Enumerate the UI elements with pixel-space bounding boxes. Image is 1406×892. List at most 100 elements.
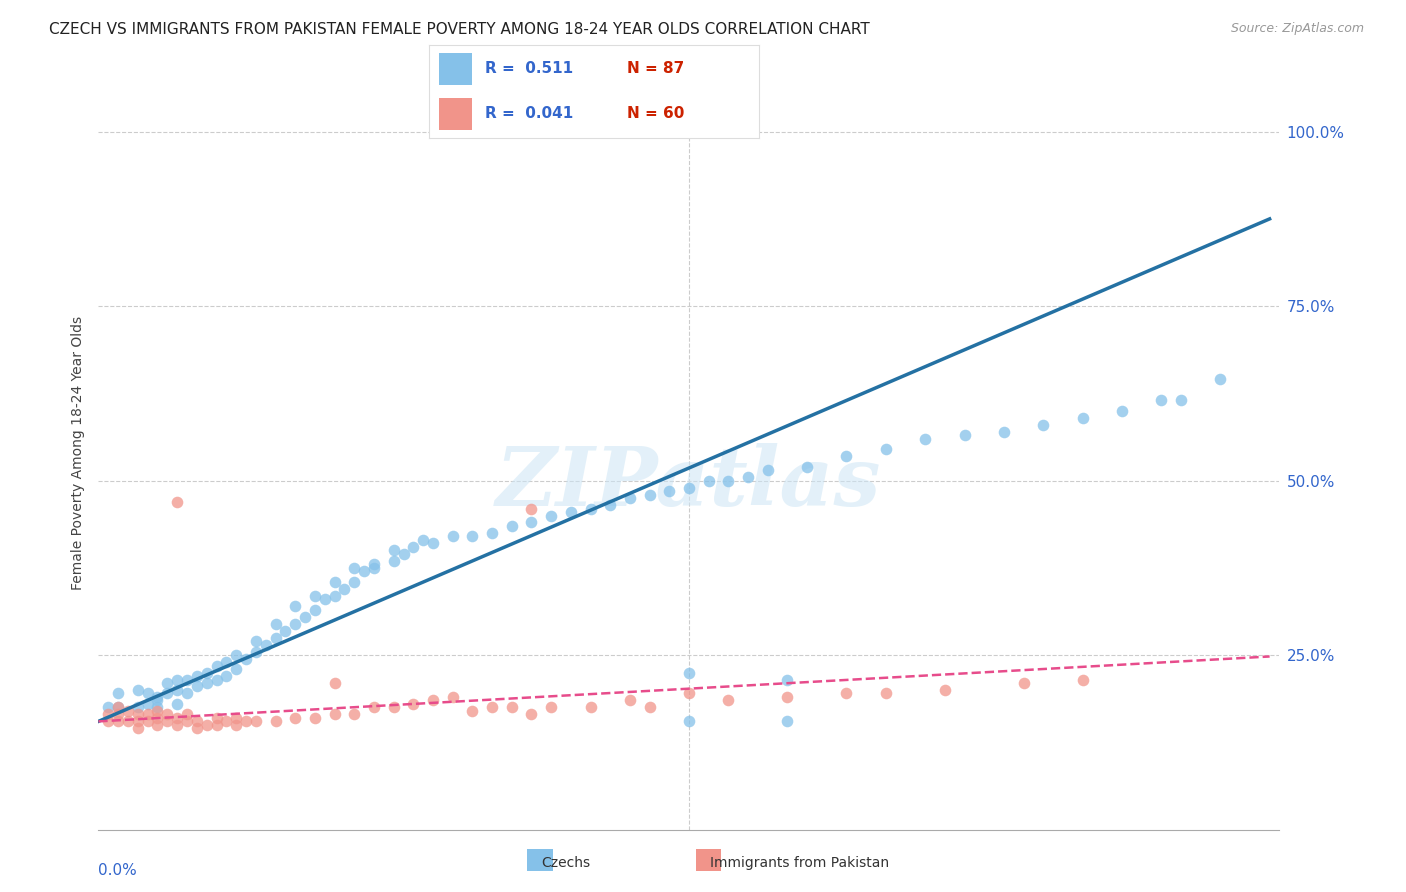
- Point: [1111, 404, 1133, 418]
- Point: [117, 704, 139, 718]
- Point: [156, 714, 179, 729]
- Point: [166, 711, 188, 725]
- Point: [382, 554, 405, 568]
- Point: [501, 519, 523, 533]
- Point: [914, 432, 936, 446]
- Point: [254, 638, 277, 652]
- Point: [176, 686, 198, 700]
- Point: [422, 536, 444, 550]
- Point: [678, 686, 700, 700]
- Point: [363, 558, 385, 572]
- Point: [146, 690, 169, 704]
- Point: [225, 718, 247, 732]
- Point: [146, 704, 169, 718]
- Point: [501, 700, 523, 714]
- Point: [520, 707, 543, 722]
- Bar: [439, 98, 472, 130]
- Point: [146, 693, 169, 707]
- Point: [245, 714, 267, 729]
- Point: [382, 700, 405, 714]
- Point: [245, 634, 267, 648]
- Point: [363, 561, 385, 575]
- Point: [343, 561, 366, 575]
- Point: [156, 707, 179, 722]
- Point: [412, 533, 434, 547]
- Point: [461, 529, 484, 543]
- Text: Czechs: Czechs: [541, 855, 591, 870]
- Point: [136, 686, 159, 700]
- Point: [225, 711, 247, 725]
- Point: [186, 669, 208, 683]
- Point: [264, 714, 287, 729]
- Point: [599, 498, 621, 512]
- Point: [638, 700, 661, 714]
- Point: [402, 697, 425, 711]
- Point: [441, 529, 464, 543]
- Point: [166, 683, 188, 698]
- Point: [1071, 673, 1094, 687]
- Point: [353, 565, 375, 579]
- Point: [215, 655, 238, 669]
- Point: [540, 508, 562, 523]
- Point: [1012, 676, 1035, 690]
- Point: [274, 624, 297, 638]
- Point: [225, 648, 247, 662]
- Point: [136, 707, 159, 722]
- Point: [579, 501, 602, 516]
- Text: N = 60: N = 60: [627, 106, 685, 121]
- Point: [136, 697, 159, 711]
- Point: [205, 658, 228, 673]
- Point: [835, 686, 858, 700]
- Point: [835, 449, 858, 463]
- Point: [245, 644, 267, 658]
- Point: [195, 676, 218, 690]
- Text: R =  0.511: R = 0.511: [485, 62, 574, 77]
- Point: [540, 700, 562, 714]
- Point: [166, 494, 188, 508]
- Point: [304, 711, 326, 725]
- Point: [264, 631, 287, 645]
- Point: [186, 680, 208, 694]
- Point: [235, 651, 257, 665]
- Point: [363, 700, 385, 714]
- Point: [284, 616, 307, 631]
- Point: [156, 676, 179, 690]
- Point: [127, 700, 149, 714]
- Point: [186, 722, 208, 736]
- Point: [156, 686, 179, 700]
- Point: [323, 707, 346, 722]
- Point: [235, 714, 257, 729]
- Point: [323, 574, 346, 589]
- Text: 0.0%: 0.0%: [98, 863, 138, 879]
- Point: [117, 714, 139, 729]
- Point: [205, 718, 228, 732]
- Point: [934, 683, 956, 698]
- Bar: [439, 53, 472, 85]
- Text: CZECH VS IMMIGRANTS FROM PAKISTAN FEMALE POVERTY AMONG 18-24 YEAR OLDS CORRELATI: CZECH VS IMMIGRANTS FROM PAKISTAN FEMALE…: [49, 22, 870, 37]
- Point: [195, 718, 218, 732]
- Point: [1170, 393, 1192, 408]
- Point: [294, 609, 316, 624]
- Point: [619, 491, 641, 505]
- Point: [461, 704, 484, 718]
- Point: [323, 589, 346, 603]
- Point: [107, 686, 129, 700]
- Point: [176, 714, 198, 729]
- Point: [737, 470, 759, 484]
- Point: [166, 697, 188, 711]
- Point: [146, 700, 169, 714]
- Point: [422, 693, 444, 707]
- Point: [127, 683, 149, 698]
- Point: [97, 707, 120, 722]
- Text: ZIPatlas: ZIPatlas: [496, 442, 882, 523]
- Point: [441, 690, 464, 704]
- Point: [1071, 410, 1094, 425]
- Point: [205, 673, 228, 687]
- Point: [1032, 417, 1054, 432]
- Point: [678, 714, 700, 729]
- Point: [166, 673, 188, 687]
- Point: [136, 714, 159, 729]
- Y-axis label: Female Poverty Among 18-24 Year Olds: Female Poverty Among 18-24 Year Olds: [70, 316, 84, 590]
- Point: [127, 714, 149, 729]
- Point: [392, 547, 415, 561]
